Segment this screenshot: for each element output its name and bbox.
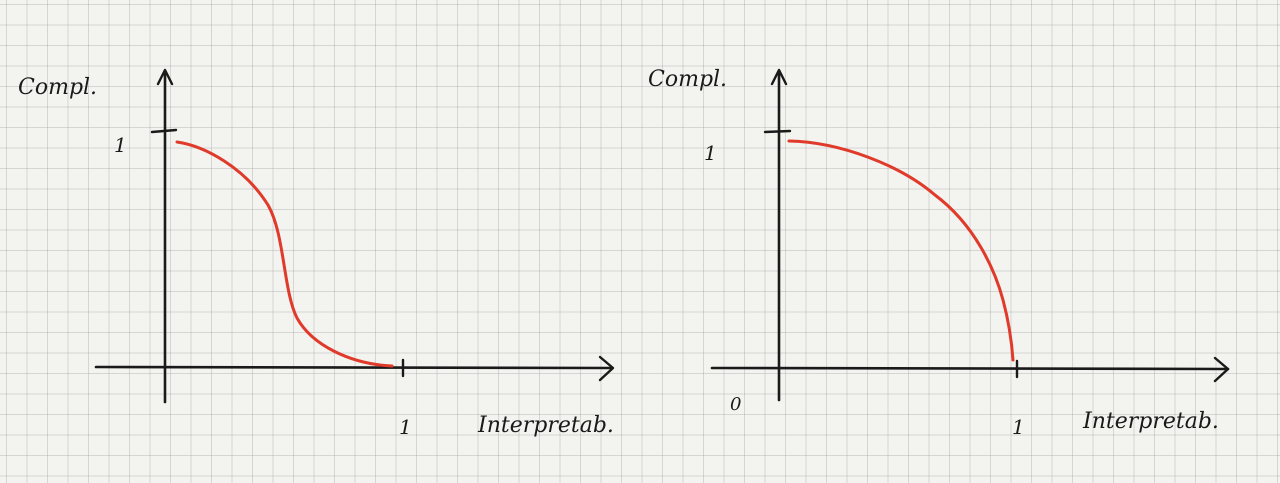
left-y-tick-label: 1 xyxy=(114,133,127,157)
left-y-axis-label: Compl. xyxy=(18,75,97,100)
right-origin-label: 0 xyxy=(730,394,741,415)
right-x-tick-label: 1 xyxy=(1012,415,1025,439)
left-x-arrowhead xyxy=(598,355,615,382)
right-y-tick-label: 1 xyxy=(704,141,717,165)
right-y-axis-label: Compl. xyxy=(648,67,727,92)
right-tradeoff-curve xyxy=(787,139,1015,362)
left-tradeoff-curve xyxy=(175,140,394,368)
right-plot: Compl. 1 0 1 Interpretab. xyxy=(648,67,1230,439)
left-x-tick-label: 1 xyxy=(399,415,412,439)
left-x-axis-label: Interpretab. xyxy=(477,413,614,438)
right-x-arrowhead xyxy=(1213,356,1230,383)
right-y-tick xyxy=(763,129,792,134)
right-x-axis-label: Interpretab. xyxy=(1082,409,1219,434)
left-x-axis xyxy=(94,365,614,370)
right-x-axis xyxy=(710,366,1230,371)
right-y-arrowhead xyxy=(770,68,788,86)
left-y-arrowhead xyxy=(156,68,174,86)
left-y-tick xyxy=(150,128,178,134)
left-plot: Compl. 1 1 Interpretab. xyxy=(18,68,615,439)
